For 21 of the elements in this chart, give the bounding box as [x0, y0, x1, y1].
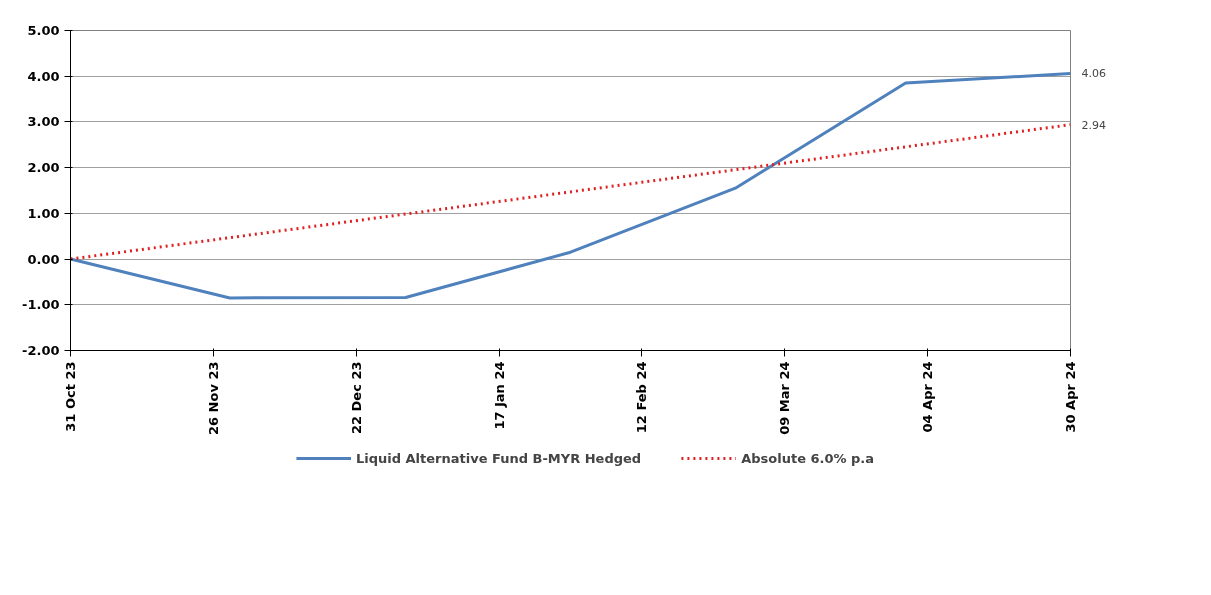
x-tick-label: 22 Dec 23	[348, 361, 364, 435]
x-tick-label: 31 Oct 23	[63, 361, 78, 432]
legend-label: Absolute 6.0% p.a	[741, 450, 875, 466]
x-tick-label: 26 Nov 23	[205, 361, 221, 436]
x-tick-label: 09 Mar 24	[777, 361, 793, 435]
y-tick-label: -1.00	[22, 297, 60, 313]
x-tick-label: 12 Feb 24	[634, 361, 650, 434]
y-tick-label: 5.00	[27, 23, 60, 38]
y-tick-label: 3.00	[27, 114, 60, 130]
y-tick-label: 0.00	[27, 251, 60, 267]
data-label: 4.06	[1081, 67, 1106, 81]
line-series	[70, 71, 1071, 300]
y-tick-label: 1.00	[27, 205, 60, 221]
y-tick-label: 2.00	[27, 160, 60, 176]
x-tick-label: 04 Apr 24	[920, 361, 936, 433]
x-tick-label: 30 Apr 24	[1063, 361, 1078, 433]
y-tick-label: -2.00	[22, 343, 60, 358]
x-tick-label: 17 Jan 24	[491, 361, 507, 430]
y-tick-label: 4.00	[27, 68, 60, 84]
legend-label: Liquid Alternative Fund B-MYR Hedged	[355, 450, 642, 466]
data-label: 2.94	[1081, 118, 1106, 132]
